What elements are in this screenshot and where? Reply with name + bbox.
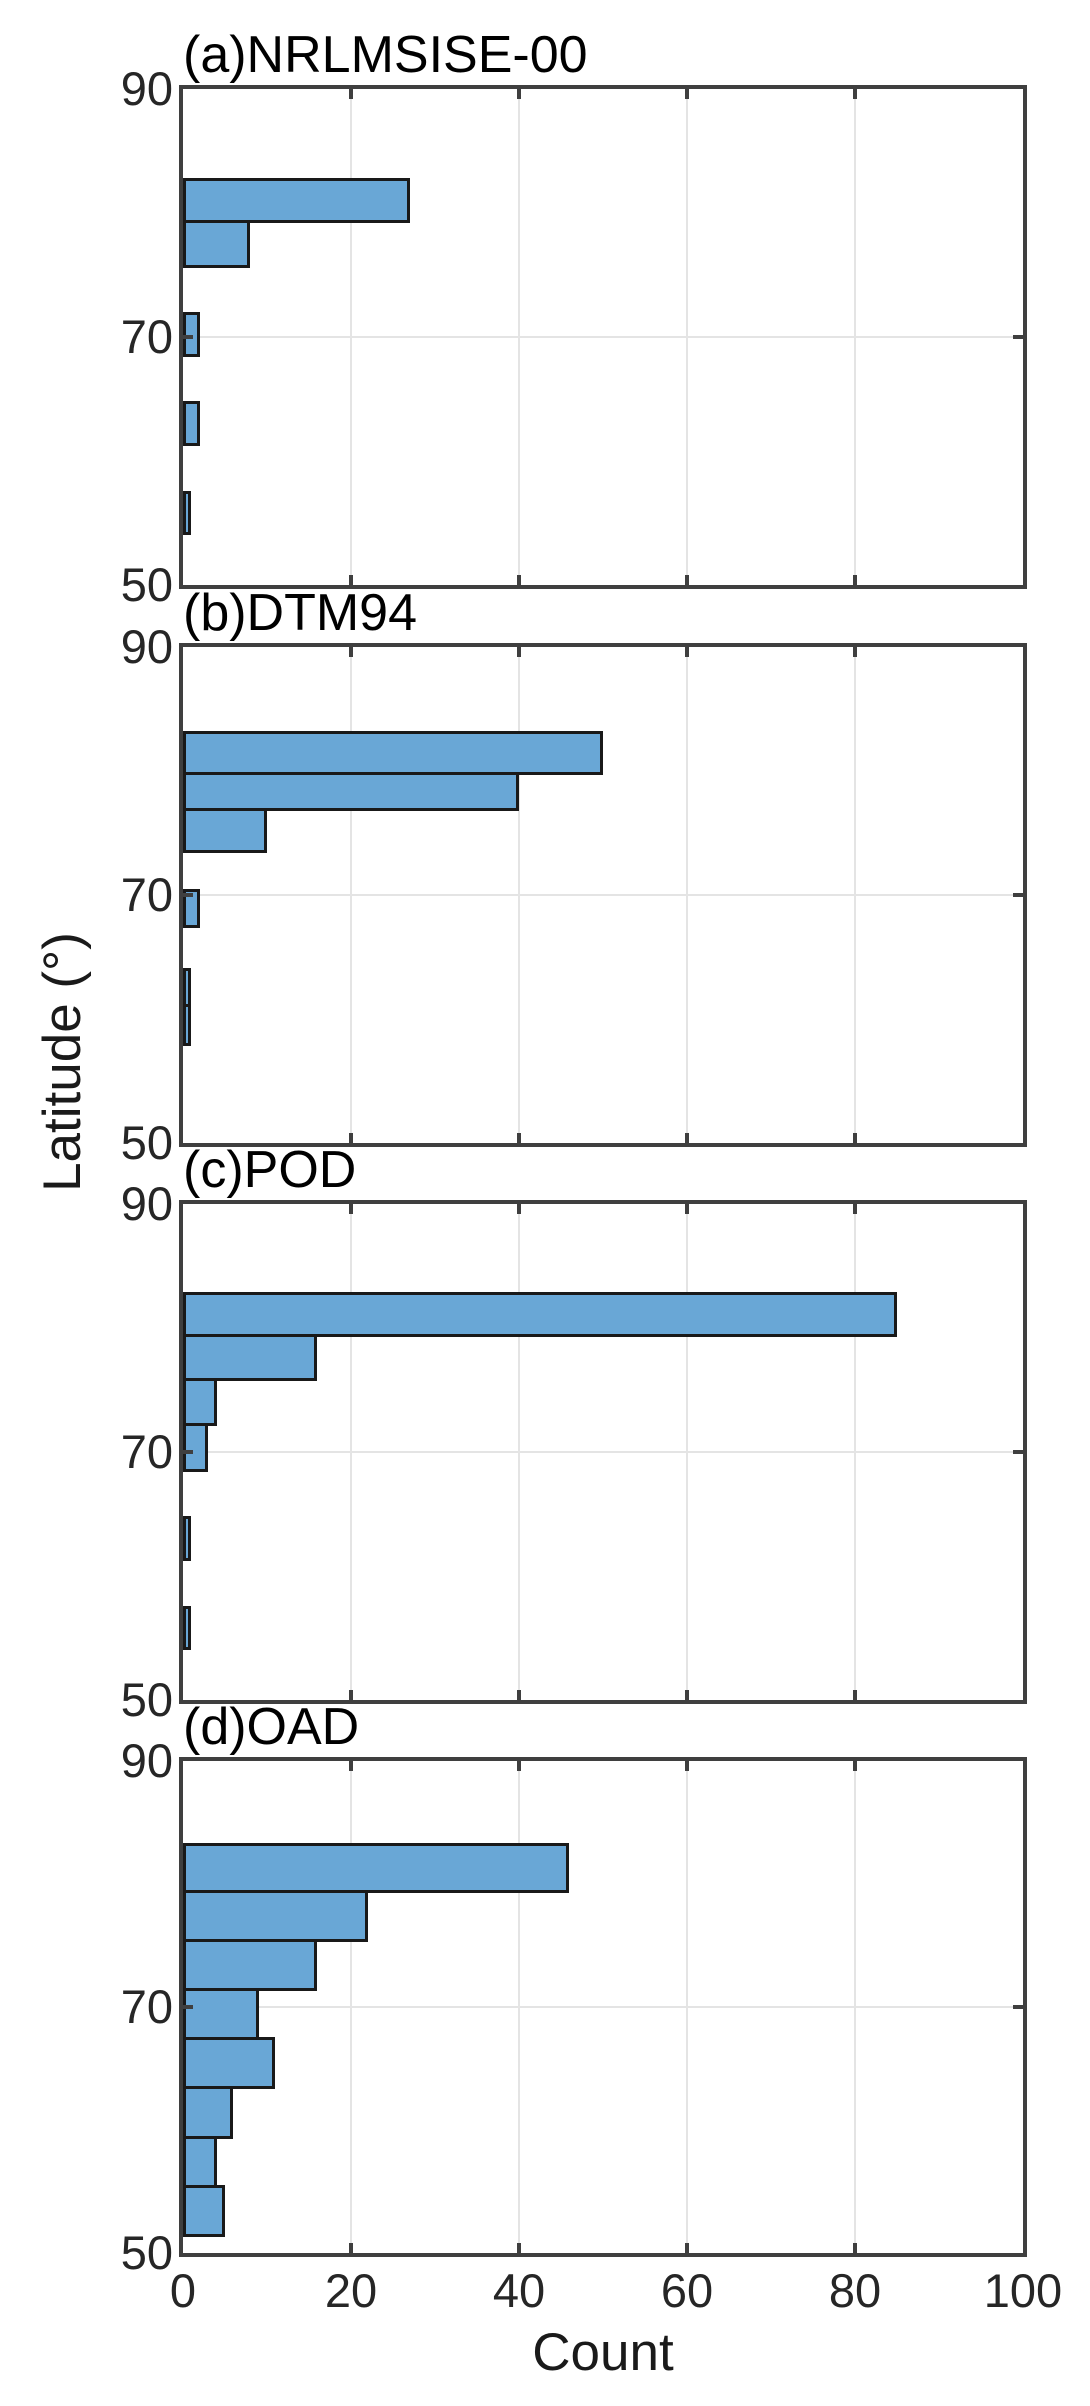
x-tick-mark — [685, 1133, 689, 1143]
panel-a-plot-area — [179, 85, 1027, 589]
x-tick-label: 80 — [828, 2264, 882, 2317]
y-gridline — [183, 2006, 1023, 2008]
x-tick-label: 20 — [324, 2264, 378, 2317]
histogram-bar — [183, 1606, 191, 1650]
y-tick-label: 90 — [120, 1734, 173, 1787]
histogram-bar — [183, 401, 200, 446]
x-tick-mark — [853, 1204, 857, 1214]
x-tick-mark — [349, 1690, 353, 1700]
histogram-bar — [183, 1292, 897, 1337]
histogram-bar — [183, 968, 191, 1007]
y-axis-label: Latitude (°) — [33, 932, 92, 1192]
x-tick-mark — [517, 1133, 521, 1143]
x-tick-mark — [853, 575, 857, 585]
y-tick-label: 70 — [120, 1425, 173, 1478]
x-tick-mark — [685, 575, 689, 585]
histogram-bar — [183, 178, 410, 223]
y-tick-label: 70 — [120, 310, 173, 363]
histogram-bar — [183, 1843, 569, 1893]
x-tick-mark — [517, 89, 521, 99]
histogram-bar — [183, 220, 250, 268]
y-tick-mark — [1013, 1450, 1023, 1454]
y-tick-label: 50 — [120, 1673, 173, 1726]
y-gridline — [183, 894, 1023, 896]
y-tick-label: 50 — [120, 1116, 173, 1169]
x-tick-mark — [685, 89, 689, 99]
x-tick-mark — [517, 575, 521, 585]
y-tick-mark — [1013, 2005, 1023, 2009]
histogram-bar — [183, 2086, 233, 2139]
y-gridline — [183, 336, 1023, 338]
panel-d-title: (d)OAD — [183, 1698, 360, 1756]
y-tick-mark — [183, 335, 193, 339]
x-tick-mark — [853, 1761, 857, 1771]
panel-d-plot-area — [179, 1757, 1027, 2257]
y-tick-label: 50 — [120, 558, 173, 611]
x-tick-mark — [685, 1690, 689, 1700]
x-tick-label: 60 — [660, 2264, 714, 2317]
x-tick-mark — [349, 2243, 353, 2253]
x-tick-mark — [685, 647, 689, 657]
histogram-bar — [183, 1988, 259, 2040]
x-tick-label: 0 — [169, 2264, 197, 2317]
y-tick-label: 70 — [120, 1980, 173, 2033]
panel-b-title: (b)DTM94 — [183, 584, 418, 642]
x-tick-mark — [685, 2243, 689, 2253]
panel-c-plot-area — [179, 1200, 1027, 1704]
x-tick-mark — [853, 1133, 857, 1143]
x-tick-mark — [685, 1204, 689, 1214]
x-tick-mark — [349, 647, 353, 657]
x-axis-label: Count — [532, 2323, 674, 2382]
histogram-bar — [183, 772, 519, 811]
panel-b-plot-area — [179, 643, 1027, 1147]
histogram-bar — [183, 2136, 217, 2188]
histogram-bar — [183, 1378, 217, 1426]
x-tick-label: 40 — [492, 2264, 546, 2317]
x-tick-mark — [517, 1204, 521, 1214]
histogram-bar — [183, 1334, 317, 1381]
x-tick-mark — [853, 647, 857, 657]
x-tick-mark — [853, 2243, 857, 2253]
x-tick-mark — [685, 1761, 689, 1771]
x-tick-mark — [853, 1690, 857, 1700]
histogram-bar — [183, 1939, 317, 1991]
histogram-bar — [183, 1004, 191, 1046]
y-tick-label: 90 — [120, 620, 173, 673]
histogram-bar — [183, 1423, 208, 1472]
histogram-bar — [183, 1890, 368, 1942]
x-tick-mark — [349, 1204, 353, 1214]
x-tick-mark — [349, 575, 353, 585]
y-tick-mark — [1013, 335, 1023, 339]
histogram-bar — [183, 312, 200, 357]
histogram-bar — [183, 731, 603, 775]
histogram-bar — [183, 808, 267, 853]
x-tick-label: 100 — [983, 2264, 1063, 2317]
x-tick-mark — [349, 89, 353, 99]
panel-a-title: (a)NRLMSISE-00 — [183, 26, 588, 84]
x-tick-mark — [517, 1690, 521, 1700]
y-tick-mark — [183, 1450, 193, 1454]
y-gridline — [183, 1451, 1023, 1453]
y-tick-label: 90 — [120, 1177, 173, 1230]
panel-c-title: (c)POD — [183, 1141, 357, 1199]
y-tick-mark — [183, 2005, 193, 2009]
y-tick-mark — [183, 893, 193, 897]
histogram-bar — [183, 2185, 225, 2237]
x-tick-mark — [349, 1133, 353, 1143]
histogram-bar — [183, 889, 200, 928]
x-tick-mark — [517, 647, 521, 657]
x-tick-mark — [853, 89, 857, 99]
x-tick-mark — [517, 2243, 521, 2253]
y-tick-label: 70 — [120, 868, 173, 921]
histogram-bar — [183, 491, 191, 535]
histogram-bar — [183, 2037, 275, 2089]
y-tick-mark — [1013, 893, 1023, 897]
histogram-bar — [183, 1516, 191, 1561]
x-tick-mark — [517, 1761, 521, 1771]
y-tick-label: 50 — [120, 2226, 173, 2279]
y-tick-label: 90 — [120, 62, 173, 115]
x-tick-mark — [349, 1761, 353, 1771]
